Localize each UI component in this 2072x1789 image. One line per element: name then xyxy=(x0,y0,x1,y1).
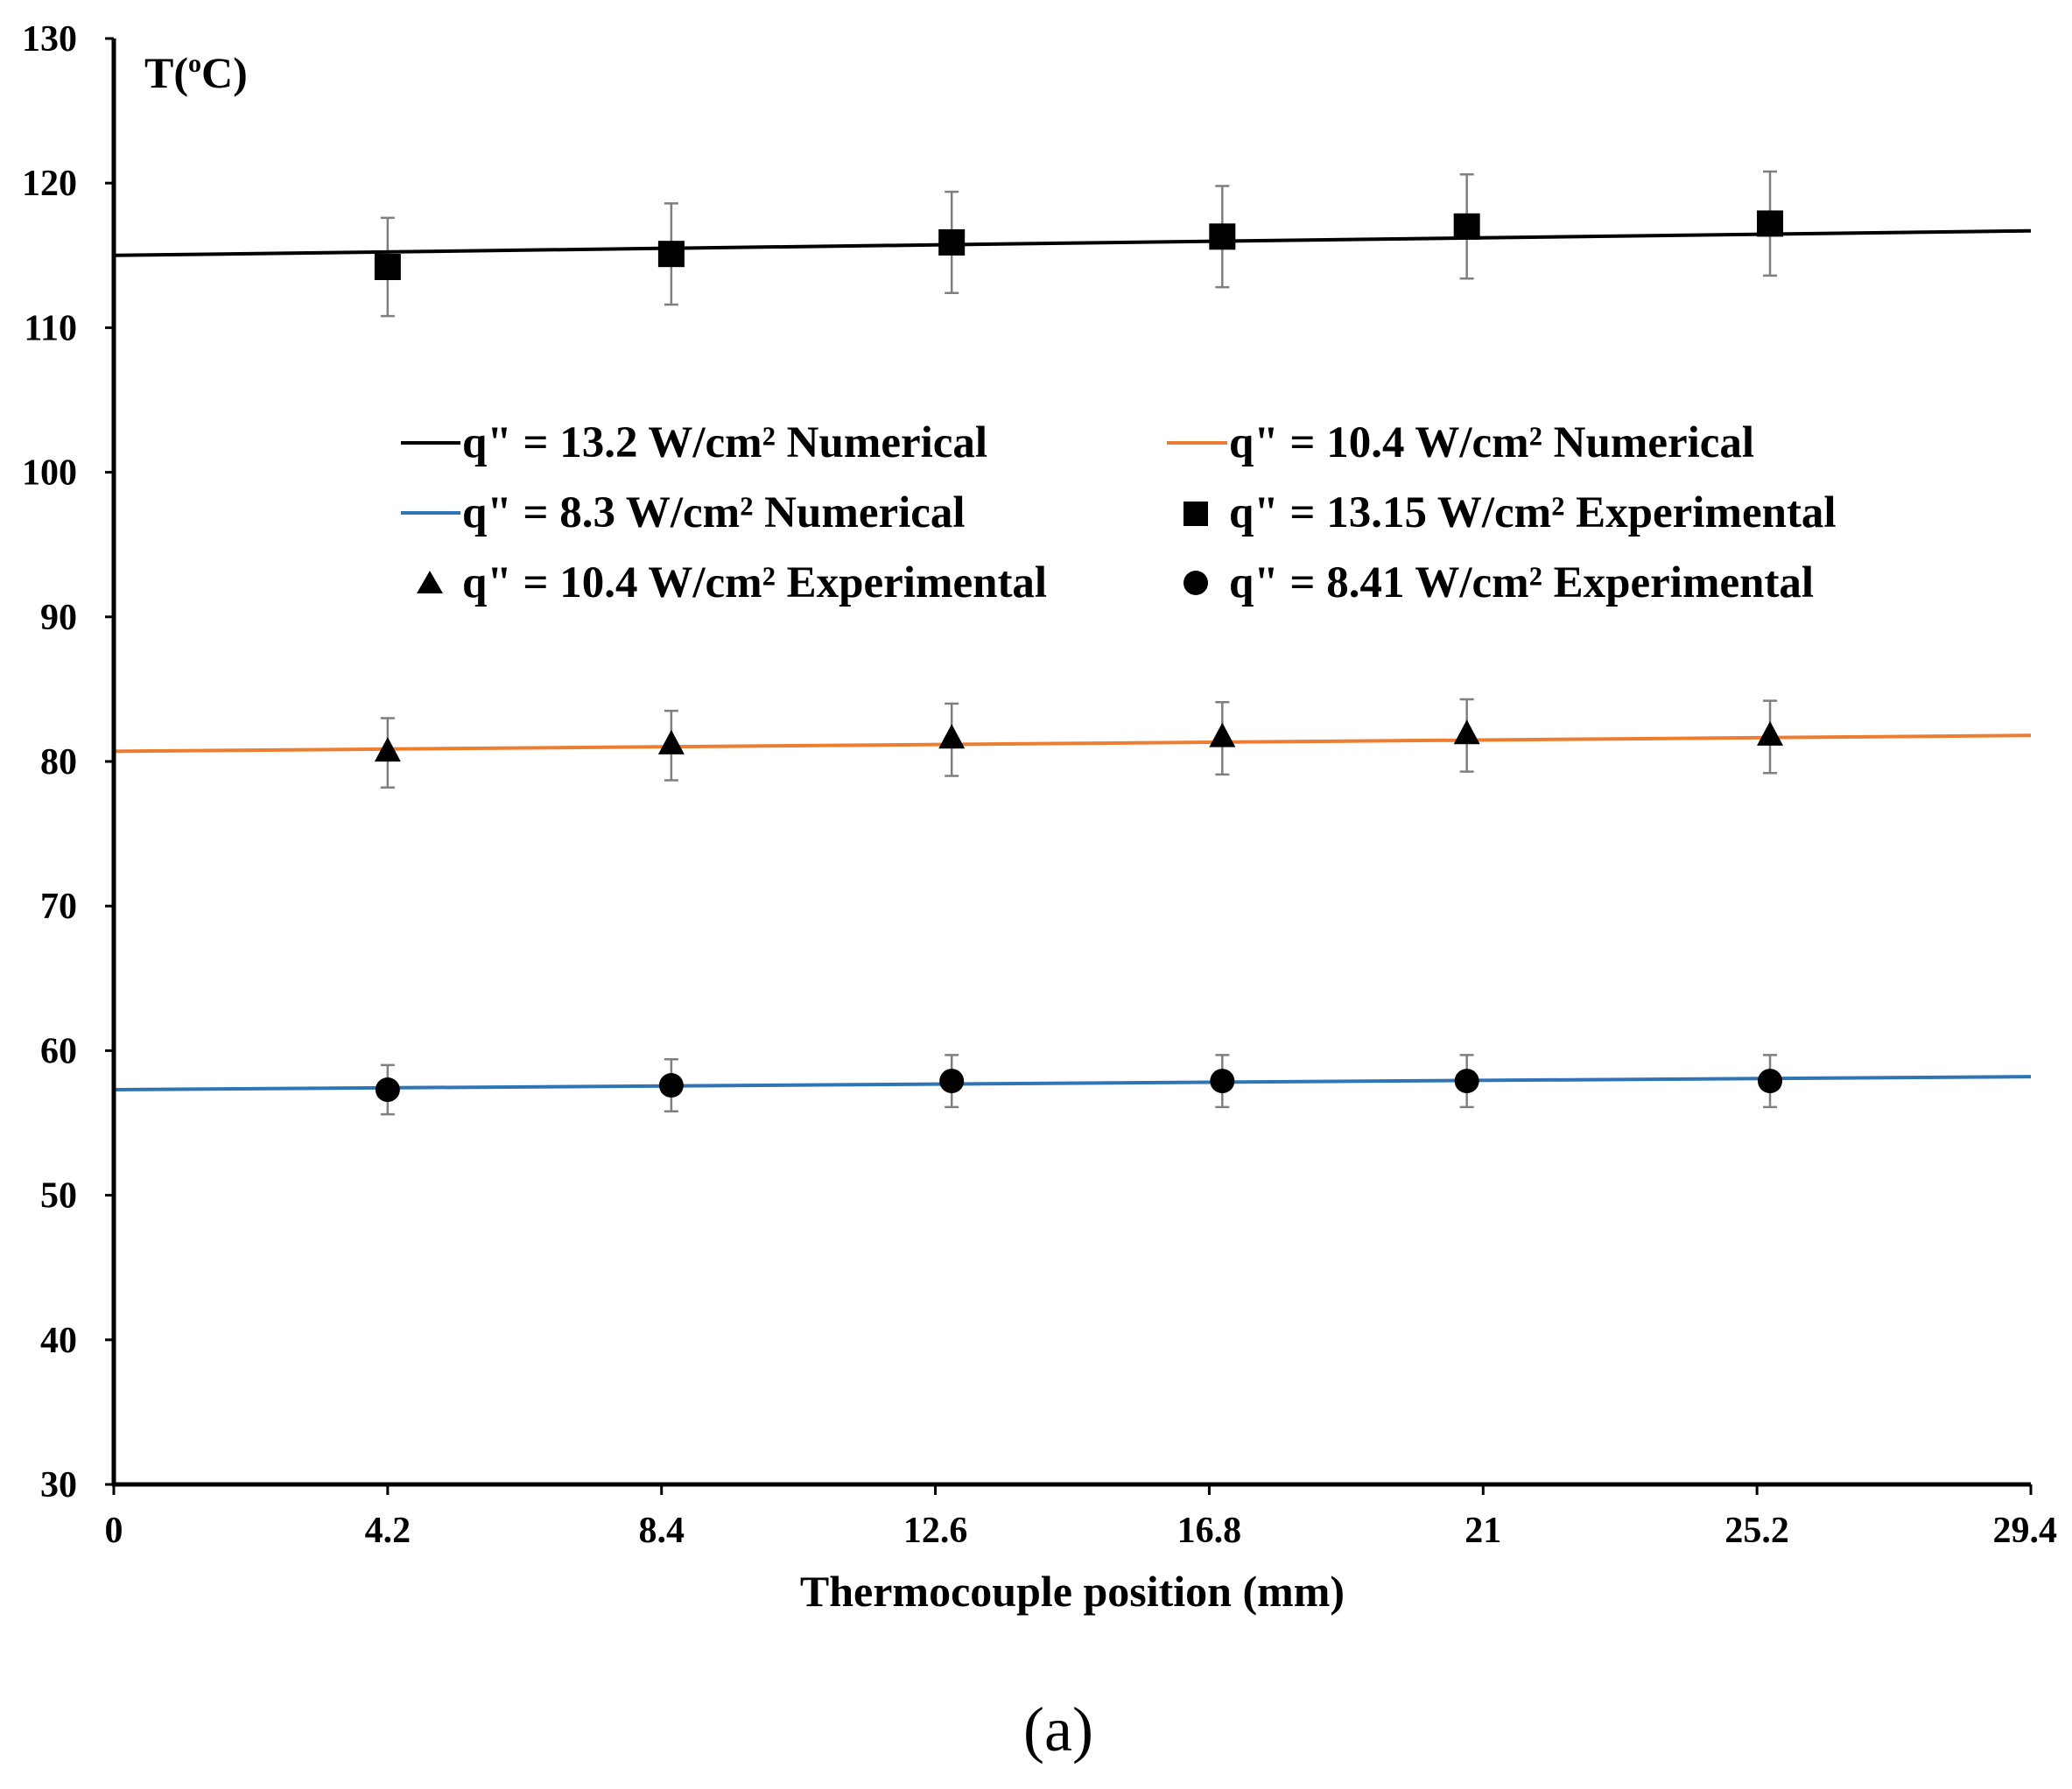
y-tick-label: 120 xyxy=(22,164,77,204)
data-point-circle xyxy=(658,1073,684,1098)
y-tick-label: 50 xyxy=(40,1176,77,1217)
data-point-triangle xyxy=(657,729,685,754)
legend-label: q" = 13.15 W/cm² Experimental xyxy=(1229,488,1837,537)
legend-item-numerical-13-2: q" = 13.2 W/cm² Numerical xyxy=(401,418,987,467)
series-line xyxy=(113,1075,2032,1092)
x-tick-label: 25.2 xyxy=(1724,1511,1789,1551)
legend: q" = 13.2 W/cm² Numerical q" = 10.4 W/cm… xyxy=(401,418,1837,607)
y-tick-label: 80 xyxy=(40,742,77,782)
x-tick-label: 29.4 xyxy=(1993,1511,2058,1551)
data-point-circle xyxy=(939,1069,965,1094)
panel-label: (a) xyxy=(1023,1694,1093,1764)
data-point-triangle xyxy=(1757,720,1784,746)
y-tick-label: 130 xyxy=(22,19,77,60)
y-tick-label: 30 xyxy=(40,1465,77,1505)
y-axis-title: T(oC) xyxy=(144,48,248,97)
series-lines xyxy=(113,228,2032,1092)
legend-circle-marker xyxy=(1183,571,1208,595)
data-point-square xyxy=(1453,213,1480,240)
data-point-triangle xyxy=(1453,719,1480,745)
y-tick-label: 110 xyxy=(24,308,77,348)
data-point-circle xyxy=(1758,1069,1783,1094)
markers xyxy=(374,210,1784,1103)
legend-item-experimental-13-15: q" = 13.15 W/cm² Experimental xyxy=(1183,488,1837,537)
data-point-square xyxy=(1757,210,1784,237)
series-line xyxy=(113,733,2032,754)
error-bars xyxy=(380,170,1778,1116)
legend-label: q" = 13.2 W/cm² Numerical xyxy=(462,418,987,467)
legend-label: q" = 10.4 W/cm² Numerical xyxy=(1229,418,1754,467)
data-point-square xyxy=(1209,223,1236,250)
legend-triangle-marker xyxy=(417,571,443,593)
data-point-square xyxy=(374,254,401,281)
data-point-triangle xyxy=(374,737,401,762)
y-tick-label: 70 xyxy=(40,887,77,927)
y-tick-label: 60 xyxy=(40,1031,77,1071)
data-point-triangle xyxy=(938,724,966,749)
legend-label: q" = 8.41 W/cm² Experimental xyxy=(1229,558,1814,607)
y-ticks: 30 40 50 60 70 80 90 100 110 120 130 xyxy=(22,19,114,1505)
x-tick-label: 4.2 xyxy=(365,1511,411,1551)
x-tick-label: 21 xyxy=(1464,1511,1501,1551)
y-tick-label: 40 xyxy=(40,1321,77,1361)
y-tick-label: 100 xyxy=(22,453,77,494)
data-point-triangle xyxy=(1209,722,1236,747)
legend-square-marker xyxy=(1183,502,1208,526)
legend-item-numerical-10-4: q" = 10.4 W/cm² Numerical xyxy=(1167,418,1754,467)
legend-label: q" = 8.3 W/cm² Numerical xyxy=(462,488,966,537)
x-tick-label: 8.4 xyxy=(638,1511,685,1551)
data-point-circle xyxy=(1454,1069,1479,1094)
legend-item-numerical-8-3: q" = 8.3 W/cm² Numerical xyxy=(401,488,966,537)
series-line xyxy=(113,228,2032,257)
data-point-square xyxy=(938,228,966,256)
legend-item-experimental-10-4: q" = 10.4 W/cm² Experimental xyxy=(417,558,1047,607)
data-point-circle xyxy=(375,1077,400,1103)
data-point-circle xyxy=(1210,1069,1235,1094)
x-tick-label: 0 xyxy=(105,1511,123,1551)
legend-label: q" = 10.4 W/cm² Experimental xyxy=(462,558,1047,607)
x-ticks: 0 4.2 8.4 12.6 16.8 21 25.2 29.4 xyxy=(105,1484,2058,1551)
legend-item-experimental-8-41: q" = 8.41 W/cm² Experimental xyxy=(1183,558,1814,607)
data-point-square xyxy=(657,241,685,268)
x-tick-label: 16.8 xyxy=(1177,1511,1242,1551)
x-axis-title: Thermocouple position (mm) xyxy=(800,1567,1345,1616)
y-tick-label: 90 xyxy=(40,598,77,638)
x-tick-label: 12.6 xyxy=(903,1511,968,1551)
